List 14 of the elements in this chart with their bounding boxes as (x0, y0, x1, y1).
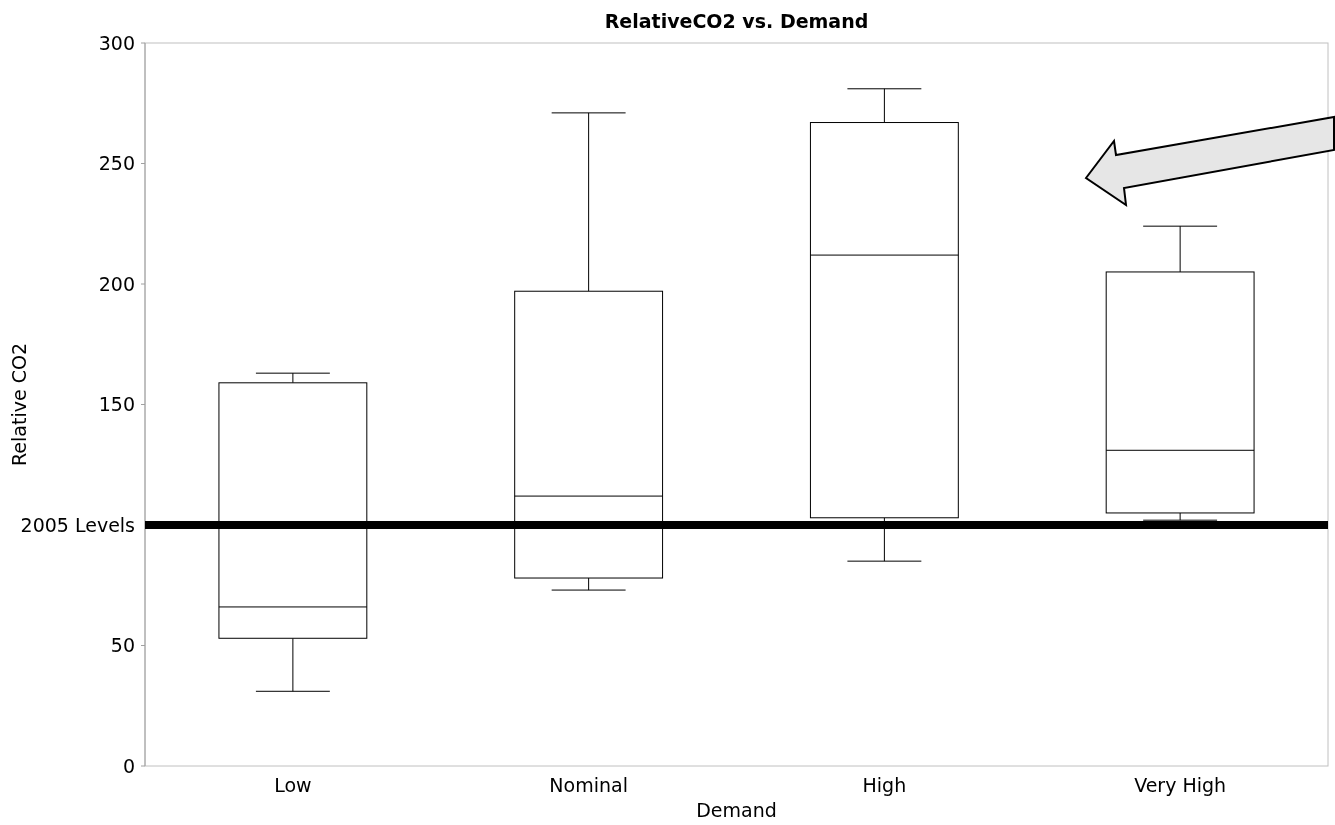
y-axis-title: Relative CO2 (8, 343, 30, 466)
y-tick-label: 150 (98, 393, 135, 416)
y-tick-label: 50 (110, 634, 135, 657)
x-tick-label: Low (274, 774, 312, 796)
y-tick-label: 200 (98, 272, 135, 295)
chart-title: RelativeCO2 vs. Demand (604, 10, 869, 32)
x-tick-label: Nominal (549, 774, 628, 796)
x-tick-label: High (862, 774, 907, 796)
x-tick-label: Very High (1134, 774, 1227, 796)
x-axis-title: Demand (696, 799, 777, 821)
y-tick-label: 300 (98, 31, 135, 54)
y-tick-label: 0 (122, 754, 135, 777)
ref-line-label: 2005 Levels (20, 513, 135, 536)
y-tick-label: 250 (98, 152, 135, 175)
